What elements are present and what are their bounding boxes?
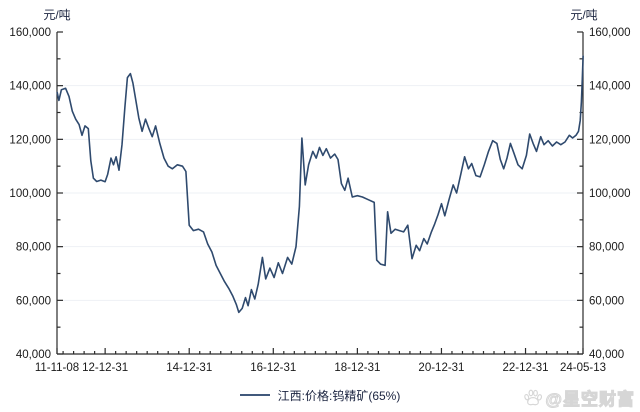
svg-text:160,000: 160,000 <box>589 27 631 39</box>
svg-text:140,000: 140,000 <box>9 81 51 93</box>
svg-text:12-12-31: 12-12-31 <box>82 362 128 374</box>
svg-text:160,000: 160,000 <box>9 27 51 39</box>
svg-text:22-12-31: 22-12-31 <box>503 362 549 374</box>
svg-text:40,000: 40,000 <box>16 349 51 361</box>
x-axis-ticks: 11-11-08 12-12-31 14-12-31 16-12-31 18-12-31… <box>35 348 606 374</box>
svg-text:18-12-31: 18-12-31 <box>334 362 380 374</box>
svg-text:100,000: 100,000 <box>9 188 51 200</box>
legend-line-swatch <box>239 394 270 396</box>
svg-text:16-12-31: 16-12-31 <box>250 362 296 374</box>
y-axis-unit-right: 元/吨 <box>570 8 598 22</box>
svg-text:60,000: 60,000 <box>16 295 51 307</box>
svg-text:60,000: 60,000 <box>589 295 624 307</box>
svg-text:40,000: 40,000 <box>589 349 624 361</box>
svg-text:20-12-31: 20-12-31 <box>418 362 464 374</box>
svg-text:24-05-13: 24-05-13 <box>560 362 606 374</box>
legend: 江西:价格:钨精矿(65%) <box>0 386 640 404</box>
svg-text:120,000: 120,000 <box>9 134 51 146</box>
gridlines <box>57 85 583 301</box>
svg-text:80,000: 80,000 <box>16 242 51 254</box>
svg-text:11-11-08: 11-11-08 <box>35 362 79 374</box>
y-axis-unit-left: 元/吨 <box>43 8 71 22</box>
svg-text:120,000: 120,000 <box>589 134 631 146</box>
svg-text:80,000: 80,000 <box>589 242 624 254</box>
legend-series-label: 江西:价格:钨精矿(65%) <box>277 388 401 403</box>
y-axis-ticks: 40,000 40,000 60,000 60,000 80,000 80,000 100,… <box>9 27 630 361</box>
svg-text:100,000: 100,000 <box>589 188 631 200</box>
svg-text:140,000: 140,000 <box>589 81 631 93</box>
series-line <box>56 55 584 314</box>
svg-text:14-12-31: 14-12-31 <box>166 362 212 374</box>
